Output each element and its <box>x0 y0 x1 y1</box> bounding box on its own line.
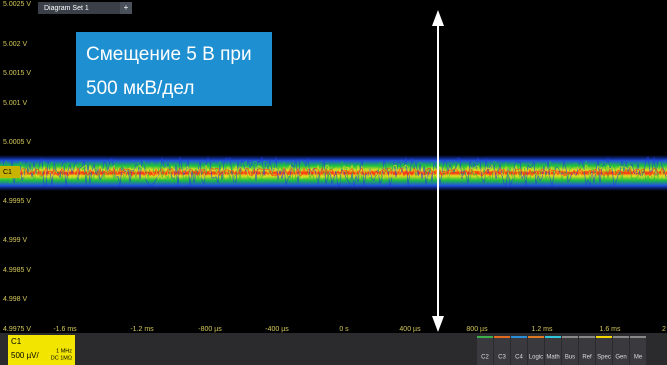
x-axis-label: 2 <box>662 326 666 333</box>
y-axis-label: 4.9995 V <box>3 198 31 205</box>
channel-name: C1 <box>11 337 22 346</box>
y-axis-label: 5.001 V <box>3 100 27 107</box>
x-axis-label: 800 µs <box>466 326 488 333</box>
toolbar-button[interactable] <box>596 336 612 365</box>
toolbar-label: Ref <box>582 355 592 361</box>
noise-line <box>0 166 667 178</box>
toolbar-strip <box>545 336 561 338</box>
y-axis-label: 4.999 V <box>3 237 27 244</box>
x-axis-label: 0 s <box>339 326 349 333</box>
y-axis-label: 5.002 V <box>3 41 27 48</box>
x-axis-label: 1.6 ms <box>599 326 621 333</box>
toolbar-label: C4 <box>515 355 523 361</box>
toolbar-button[interactable] <box>562 336 578 365</box>
toolbar-label: C2 <box>481 355 489 361</box>
noise-detail <box>0 156 667 187</box>
channel-scale: 500 µV/ <box>11 351 40 360</box>
toolbar-label: Logic <box>529 355 543 361</box>
y-axis-label: 5.0025 V <box>3 1 31 8</box>
x-axis-label: -1.2 ms <box>130 326 154 333</box>
toolbar-label: Gen <box>615 355 626 361</box>
y-axis-label: 4.9985 V <box>3 267 31 274</box>
annotation-line: Смещение 5 В при <box>86 44 252 65</box>
y-axis-label: 4.998 V <box>3 296 27 303</box>
toolbar-button[interactable] <box>511 336 527 365</box>
x-axis-label: -400 µs <box>265 326 289 333</box>
x-axis-label: 400 µs <box>399 326 421 333</box>
toolbar-button[interactable] <box>579 336 595 365</box>
channel-coupling: DC 1MΩ <box>51 355 72 361</box>
y-axis-label: 5.0005 V <box>3 139 31 146</box>
annotation-line: 500 мкВ/дел <box>86 78 194 99</box>
toolbar-strip <box>528 336 544 338</box>
channel-box[interactable] <box>8 335 75 365</box>
toolbar-strip <box>630 336 646 338</box>
noise-line <box>0 156 667 187</box>
toolbar-strip <box>579 336 595 338</box>
toolbar-button[interactable] <box>494 336 510 365</box>
toolbar-label: C3 <box>498 355 506 361</box>
toolbar-button[interactable] <box>545 336 561 365</box>
toolbar-strip <box>494 336 510 338</box>
toolbar-button[interactable] <box>613 336 629 365</box>
trace-marker-label: C1 <box>3 169 12 176</box>
tab[interactable] <box>38 2 120 14</box>
toolbar-label: Bus <box>565 355 575 361</box>
toolbar-strip <box>596 336 612 338</box>
trace-marker[interactable] <box>0 166 20 178</box>
x-axis-label: -1.6 ms <box>53 326 77 333</box>
y-axis-label: 5.0015 V <box>3 70 31 77</box>
annotation-box <box>76 32 272 106</box>
tab-add-label: + <box>124 3 129 12</box>
toolbar-label: Math <box>546 355 559 361</box>
toolbar-strip <box>613 336 629 338</box>
toolbar-button[interactable] <box>528 336 544 365</box>
noise-line <box>0 163 667 181</box>
x-axis-label: -800 µs <box>198 326 222 333</box>
toolbar-strip <box>562 336 578 338</box>
tab-add[interactable] <box>120 2 132 14</box>
y-axis-label: 4.9975 V <box>3 326 31 333</box>
tab-title: Diagram Set 1 <box>44 5 89 12</box>
double-arrow <box>432 10 444 332</box>
toolbar-button[interactable] <box>477 336 493 365</box>
toolbar-label: Spec <box>597 355 611 361</box>
toolbar-button[interactable] <box>630 336 646 365</box>
toolbar-strip <box>511 336 527 338</box>
channel-bandwidth: 1 MHz <box>56 348 72 354</box>
x-axis-label: 1.2 ms <box>531 326 553 333</box>
toolbar-label: Me <box>634 355 643 361</box>
toolbar-strip <box>477 336 493 338</box>
